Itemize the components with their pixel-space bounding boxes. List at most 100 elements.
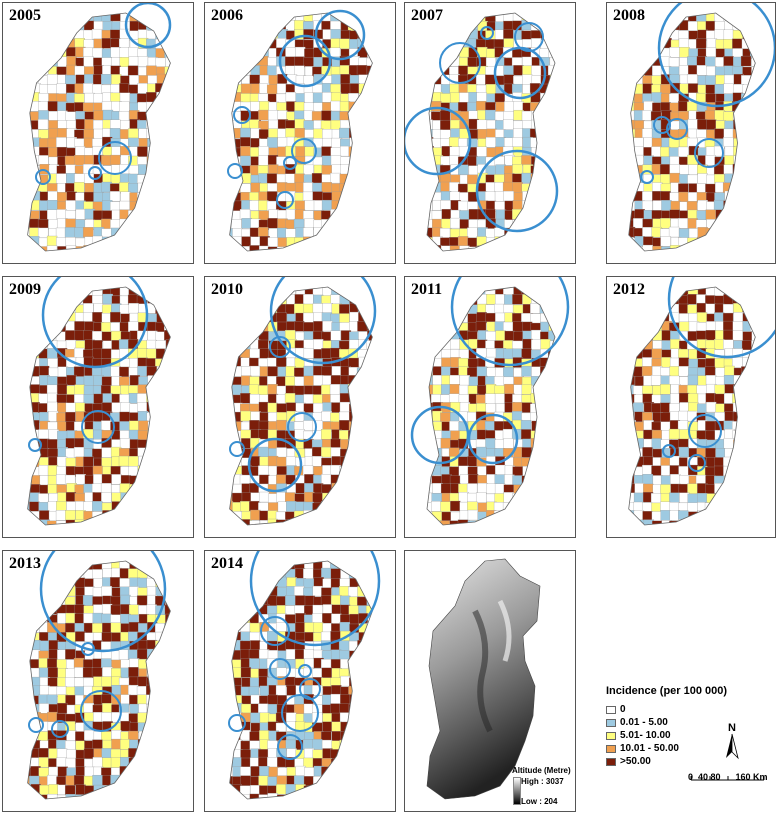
- county-cell: [46, 520, 58, 525]
- county-cell: [27, 304, 31, 315]
- county-cell: [48, 293, 59, 305]
- county-cell: [173, 402, 183, 412]
- county-cell: [213, 192, 223, 202]
- county-cell: [205, 111, 215, 121]
- county-cell: [64, 21, 76, 32]
- county-cell: [405, 520, 415, 530]
- county-cell: [366, 137, 373, 148]
- county-cell: [741, 412, 753, 423]
- county-cell: [92, 235, 104, 247]
- county-cell: [549, 358, 555, 370]
- county-cell: [11, 412, 21, 422]
- year-label: 2008: [613, 7, 645, 24]
- county-cell: [643, 321, 654, 332]
- county-cell: [358, 312, 369, 323]
- county-cell: [687, 294, 698, 305]
- county-cell: [174, 48, 184, 58]
- county-cell: [103, 255, 113, 264]
- county-cell: [680, 277, 690, 287]
- county-cell: [608, 166, 618, 176]
- county-cell: [440, 29, 452, 41]
- county-cell: [548, 510, 555, 522]
- county-cell: [311, 111, 323, 122]
- county-cell: [163, 304, 171, 315]
- county-cell: [173, 183, 183, 193]
- county-cell: [276, 255, 286, 264]
- county-cell: [733, 146, 744, 157]
- county-cell: [376, 277, 386, 286]
- county-cell: [65, 519, 77, 525]
- county-cell: [205, 412, 215, 422]
- county-cell: [414, 331, 424, 341]
- county-cell: [688, 164, 699, 175]
- county-cell: [285, 47, 296, 58]
- county-cell: [340, 209, 351, 220]
- county-cell: [548, 374, 555, 386]
- cluster-circle: [657, 3, 775, 108]
- county-cell: [174, 138, 184, 148]
- county-cell: [366, 21, 373, 32]
- county-cell: [457, 236, 469, 247]
- county-cell: [504, 287, 515, 288]
- county-cell: [249, 420, 260, 431]
- county-cell: [184, 263, 194, 264]
- map-panel-2012: 2012: [606, 276, 776, 538]
- county-cell: [4, 484, 14, 494]
- county-cell: [385, 484, 395, 494]
- county-cell: [118, 339, 130, 350]
- county-cell: [241, 56, 252, 67]
- county-cell: [138, 218, 149, 229]
- county-cell: [575, 75, 576, 85]
- county-cell: [287, 263, 297, 264]
- province-outline: [229, 12, 373, 252]
- county-cell: [29, 246, 40, 251]
- county-cell: [339, 127, 350, 139]
- county-cell: [386, 331, 396, 341]
- county-cell: [184, 47, 194, 57]
- county-cell: [101, 492, 112, 503]
- county-cell: [47, 200, 58, 211]
- county-cell: [192, 193, 194, 203]
- county-cell: [723, 3, 733, 13]
- county-cell: [175, 475, 185, 485]
- county-cell: [750, 375, 756, 386]
- county-cell: [607, 57, 616, 67]
- county-cell: [214, 350, 224, 360]
- county-cell: [405, 174, 415, 184]
- county-cell: [548, 312, 555, 324]
- county-cell: [393, 139, 396, 149]
- county-cell: [156, 528, 166, 538]
- county-cell: [634, 302, 645, 314]
- county-cell: [449, 155, 460, 166]
- cluster-circle: [467, 413, 519, 465]
- county-cell: [258, 446, 269, 458]
- county-cell: [769, 12, 776, 22]
- county-cell: [367, 410, 373, 422]
- county-cell: [92, 348, 103, 360]
- county-cell: [733, 465, 744, 477]
- county-cell: [723, 219, 734, 230]
- county-cell: [715, 519, 726, 525]
- county-cell: [566, 402, 576, 412]
- county-cell: [616, 210, 626, 220]
- county-cell: [687, 65, 699, 76]
- county-cell: [101, 322, 112, 333]
- county-cell: [431, 511, 443, 522]
- county-cell: [760, 138, 770, 148]
- county-cell: [3, 202, 12, 212]
- county-cell: [575, 111, 576, 121]
- county-cell: [147, 430, 158, 441]
- county-cell: [567, 511, 576, 521]
- county-cell: [459, 92, 470, 103]
- county-cell: [3, 367, 13, 377]
- county-cell: [39, 46, 50, 58]
- county-cell: [386, 245, 396, 255]
- county-cell: [156, 255, 166, 264]
- county-cell: [540, 492, 551, 503]
- county-cell: [119, 228, 130, 239]
- county-cell: [75, 474, 86, 485]
- county-cell: [13, 368, 23, 378]
- county-cell: [27, 412, 32, 423]
- county-cell: [74, 65, 85, 77]
- county-cell: [258, 39, 270, 51]
